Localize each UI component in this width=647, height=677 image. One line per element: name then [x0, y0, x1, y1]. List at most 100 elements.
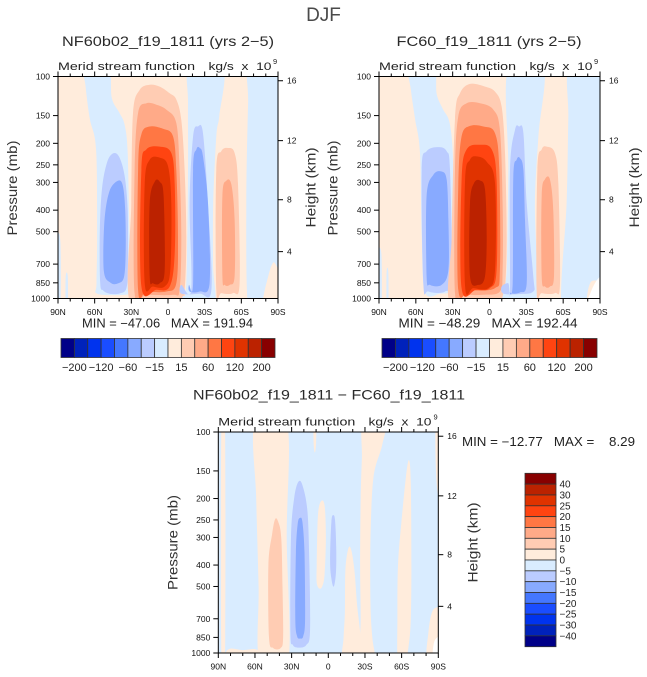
colorbar-box — [524, 472, 557, 485]
plot-area: 90N 60N 30N 0 30S 60S 90S100150200250300400500… — [191, 427, 577, 672]
colorbar-box — [154, 338, 169, 358]
contour-region — [246, 76, 278, 299]
colorbar-box — [114, 338, 129, 358]
y-tick-label: 500 — [196, 581, 210, 591]
colorbar-label: 15 — [497, 362, 509, 374]
y2-tick-label: 4 — [609, 247, 614, 257]
colorbar-label: 30 — [560, 490, 572, 501]
y-tick-label: 100 — [196, 427, 210, 437]
x-tick-label: 0 — [326, 662, 331, 672]
y-tick-label: 300 — [36, 177, 50, 187]
contour-region — [541, 176, 555, 288]
colorbar-label: 25 — [560, 501, 572, 512]
y2-tick-label: 8 — [287, 195, 292, 205]
panel-nf60b02: 90N 60N 30N 0 30S 60S 90S 100 150 200 250 300 400 500… — [5, 33, 319, 374]
y-tick-label: 500 — [357, 227, 371, 237]
y2-tick-label: 16 — [447, 431, 457, 441]
colorbar-label: −5 — [560, 566, 572, 577]
colorbar-box — [462, 338, 477, 358]
x-tick-label: 90N — [50, 307, 66, 317]
panel-title: FC60_f19_1811 (yrs 2−5) — [397, 33, 582, 49]
colorbar-box — [524, 602, 557, 615]
plot-area: 90N 60N 30N 0 30S 60S 90S100150200250300400500… — [352, 71, 619, 374]
colorbar-label: 60 — [524, 362, 536, 374]
y-tick-label: 1000 — [31, 294, 50, 304]
x-tick-label: 60N — [87, 307, 103, 317]
y-tick-label: 300 — [196, 532, 210, 542]
colorbar-box — [140, 338, 156, 358]
colorbar-box — [569, 338, 584, 358]
colorbar-box — [395, 338, 410, 358]
x-tick-label: 90N — [211, 662, 227, 672]
colorbar-label: −120 — [410, 362, 435, 374]
units-label: kg/s x 10 — [209, 61, 272, 73]
x-tick-label: 60N — [247, 662, 263, 672]
y-tick-label: 100 — [357, 72, 371, 82]
colorbar-label: 200 — [252, 362, 270, 374]
colorbar-box — [524, 613, 557, 626]
contour-region — [65, 272, 69, 299]
colorbar-box — [489, 338, 504, 358]
colorbar-box — [167, 338, 182, 358]
contour-region — [220, 432, 226, 653]
x-tick-label: 30N — [284, 662, 300, 672]
y2-axis-title: Height (km) — [627, 148, 642, 228]
colorbar-label: −15 — [467, 362, 486, 374]
x-tick-label: 0 — [487, 307, 492, 317]
y-tick-label: 700 — [196, 614, 210, 624]
variable-name: Merid stream function — [379, 61, 516, 73]
colorbar-box — [100, 338, 115, 358]
colorbar-box — [524, 505, 557, 518]
colorbar-box — [408, 338, 423, 358]
colorbar-label: 10 — [560, 534, 572, 545]
contour-region — [469, 179, 487, 286]
colorbar-box — [524, 548, 557, 561]
y-tick-label: 400 — [357, 205, 371, 215]
min-max-stats: MIN = −12.77 MAX = 8.29 — [462, 435, 635, 449]
colorbar-box — [524, 624, 557, 637]
axis-ticks — [374, 71, 605, 304]
y2-tick-label: 16 — [287, 76, 297, 86]
colorbar-box — [515, 338, 531, 358]
colorbar-label: 5 — [560, 545, 566, 556]
x-tick-label: 90N — [371, 307, 387, 317]
colorbar-label: −60 — [440, 362, 459, 374]
contour-region — [295, 517, 306, 639]
colorbar-label: −60 — [119, 362, 138, 374]
y-tick-label: 700 — [357, 259, 371, 269]
plot-area: 90N 60N 30N 0 30S 60S 90S100150200250300400500… — [31, 71, 297, 374]
colorbar-box — [247, 338, 263, 358]
y-tick-label: 1000 — [352, 294, 371, 304]
colorbar-label: −25 — [560, 610, 577, 621]
colorbar-label: −120 — [89, 362, 114, 374]
y-tick-label: 850 — [196, 632, 210, 642]
colorbar-box — [524, 537, 557, 550]
colorbar-label: 60 — [202, 362, 214, 374]
y-tick-label: 200 — [36, 138, 50, 148]
colorbar-box — [524, 527, 557, 539]
contour-region — [188, 146, 211, 293]
contour-region — [58, 232, 61, 299]
contour-region — [509, 157, 527, 295]
contour-region — [435, 432, 439, 496]
colorbar-box — [502, 338, 517, 358]
colorbar-box — [524, 559, 557, 572]
colorbar-box — [542, 338, 558, 358]
contour-region — [359, 432, 386, 653]
colorbar-label: 120 — [548, 362, 566, 374]
contour-region — [316, 500, 326, 589]
x-tick-label: 30S — [519, 307, 534, 317]
x-tick-label: 90S — [270, 307, 285, 317]
y-tick-label: 400 — [36, 205, 50, 215]
colorbar-box — [524, 570, 557, 583]
y2-axis-title: Height (km) — [304, 148, 319, 228]
x-tick-label: 30N — [445, 307, 461, 317]
colorbar-box — [475, 338, 490, 358]
y-tick-label: 300 — [357, 177, 371, 187]
contour-region — [379, 247, 382, 299]
contour-field — [379, 76, 600, 299]
colorbar-label: −30 — [560, 621, 577, 632]
colorbar-label: −200 — [62, 362, 87, 374]
